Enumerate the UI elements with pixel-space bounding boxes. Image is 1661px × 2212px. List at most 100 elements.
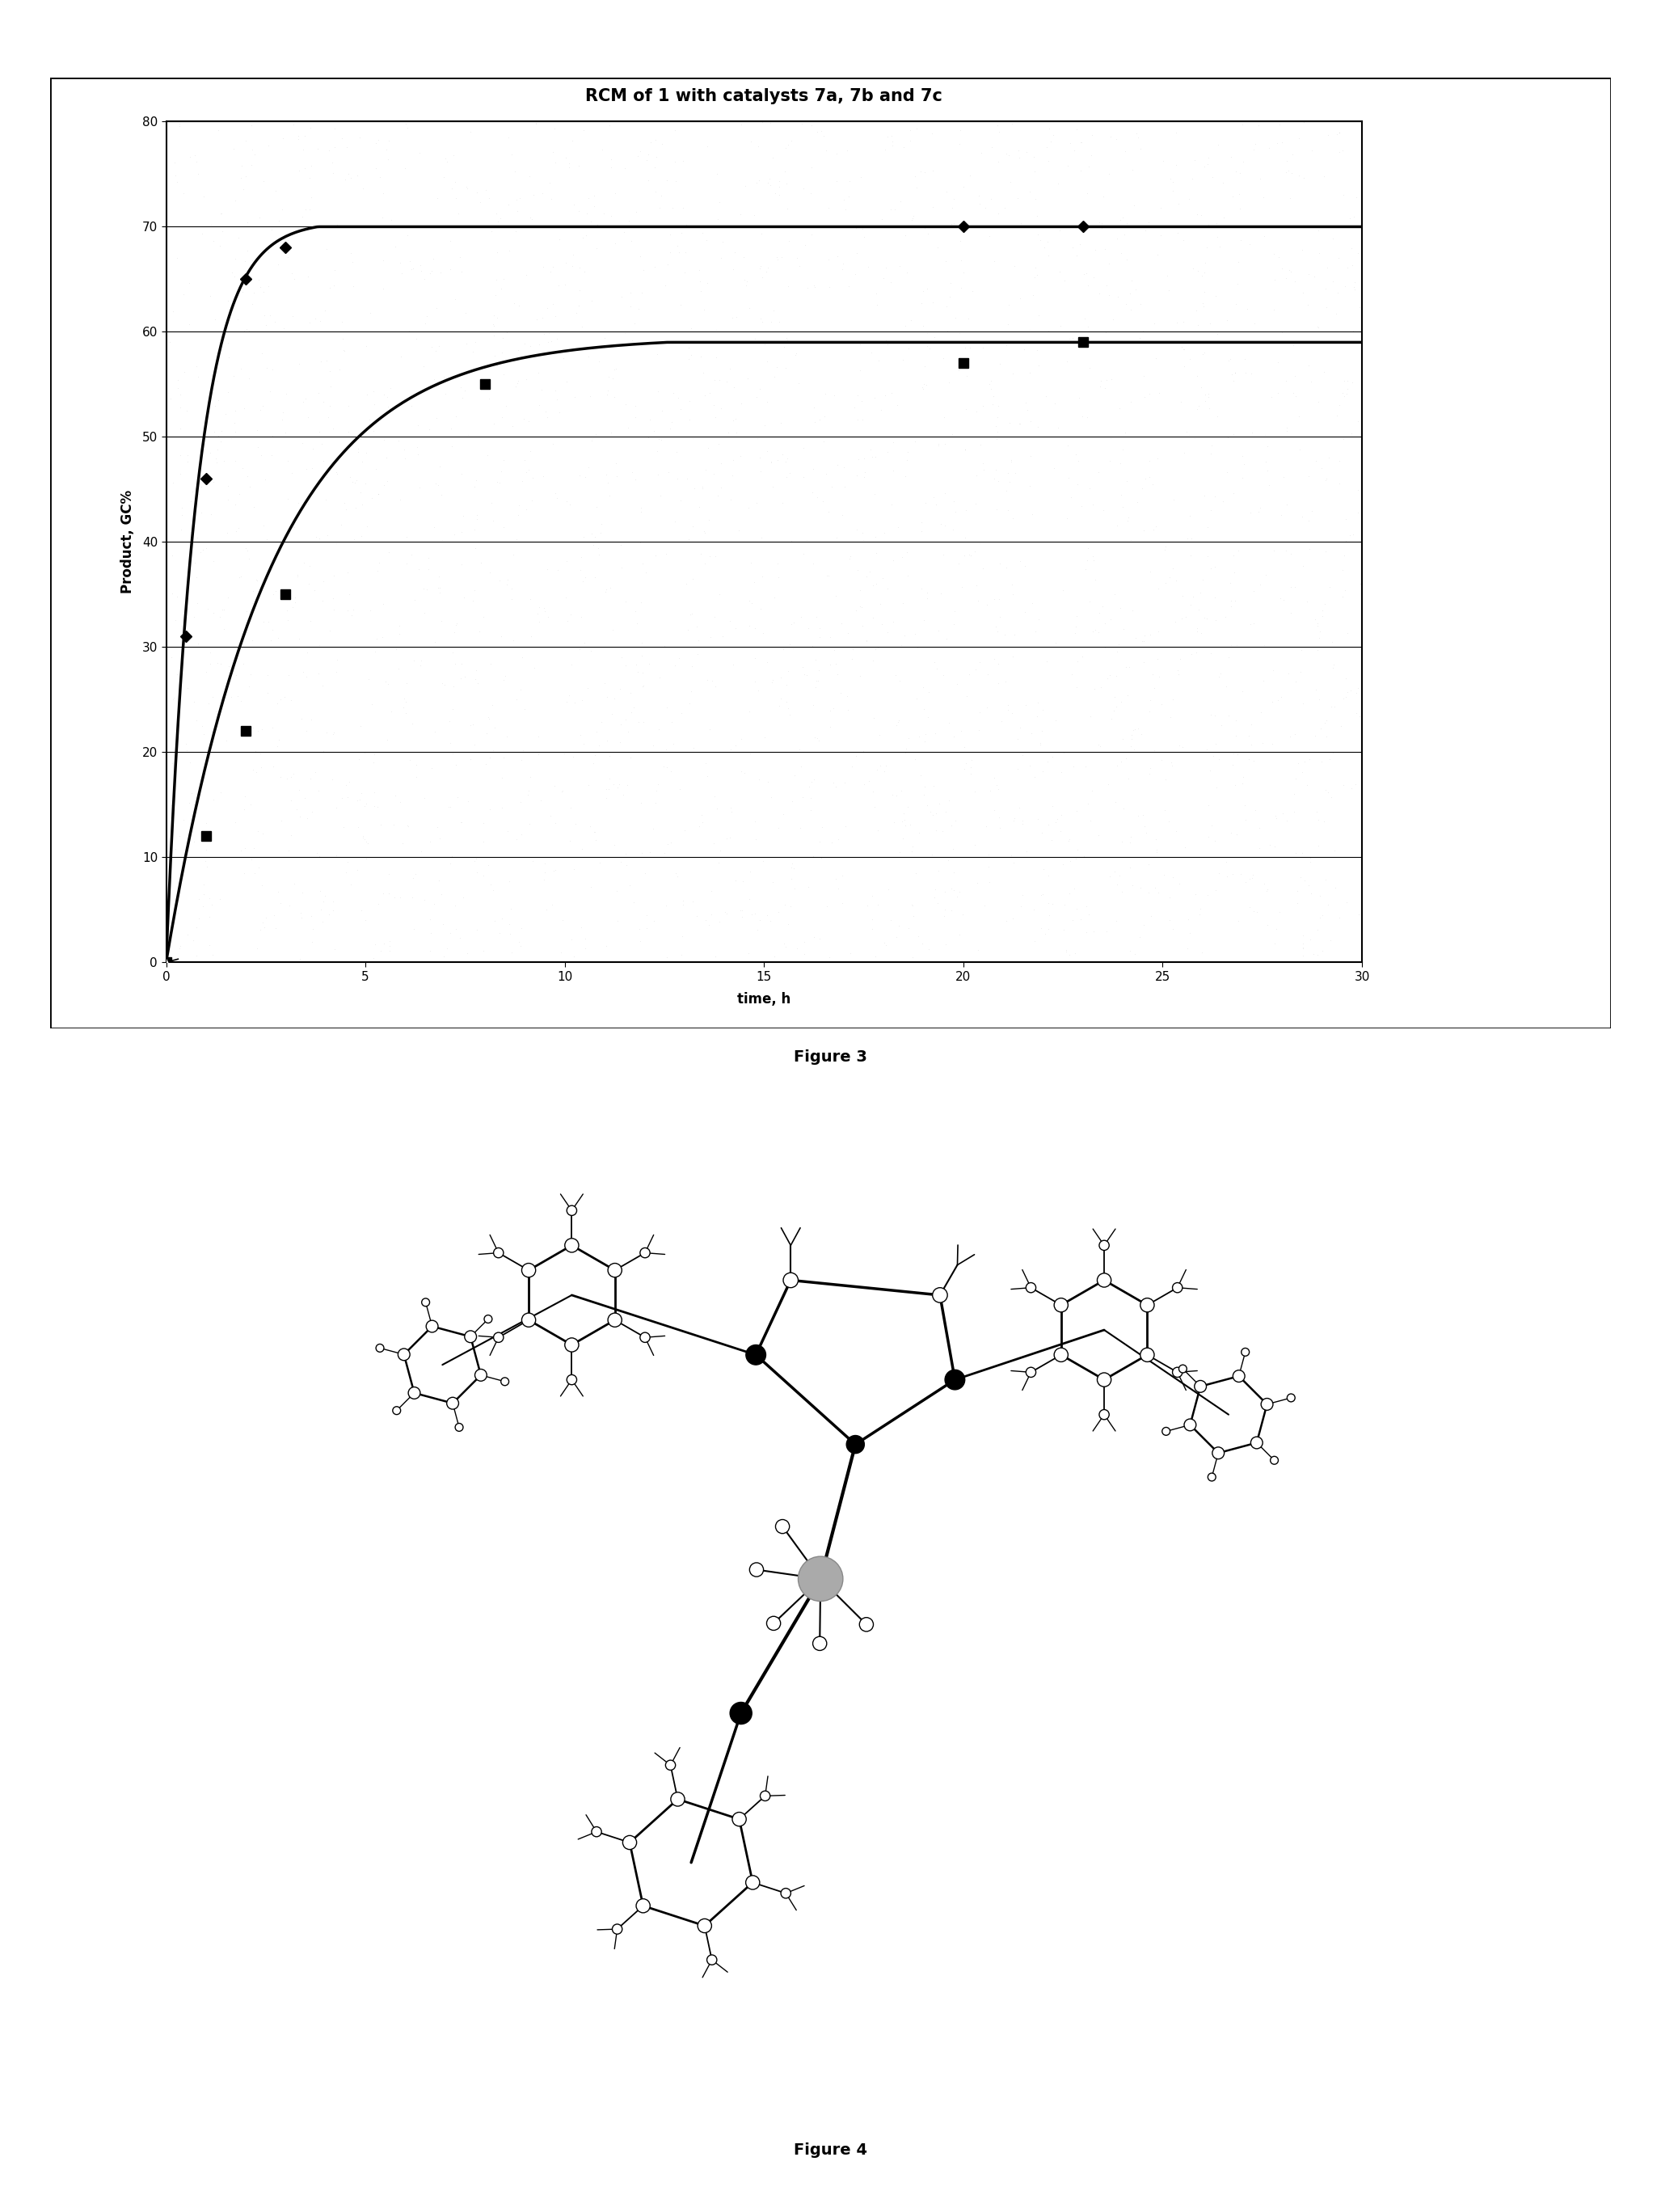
Point: [596, 739, 623, 774]
Point: [980, 761, 1007, 796]
Point: [600, 361, 626, 396]
Point: [957, 538, 983, 573]
Point: [1186, 891, 1213, 927]
Point: [963, 394, 990, 429]
Point: [442, 398, 468, 434]
Point: [184, 358, 211, 394]
Point: [448, 456, 475, 491]
Point: [1025, 801, 1051, 836]
Point: [955, 301, 982, 336]
Point: [1236, 889, 1262, 925]
Point: [1252, 874, 1279, 909]
Point: [1272, 261, 1299, 296]
Point: [231, 243, 257, 279]
Point: [517, 759, 543, 794]
Point: [1010, 807, 1036, 843]
Circle shape: [1173, 1283, 1183, 1292]
Point: [274, 761, 301, 796]
Point: [786, 365, 812, 400]
Point: [434, 931, 460, 967]
Point: [166, 818, 193, 854]
Point: [1013, 135, 1040, 170]
Point: [528, 372, 555, 407]
Point: [844, 403, 870, 438]
Point: [1163, 146, 1189, 181]
Point: [198, 208, 224, 243]
Point: [419, 330, 445, 365]
Point: [816, 241, 842, 276]
Point: [1302, 719, 1329, 754]
Point: [909, 927, 935, 962]
Point: [324, 641, 350, 677]
Point: [256, 604, 282, 639]
Point: [1174, 902, 1201, 938]
Point: [938, 511, 965, 546]
Point: [1337, 518, 1364, 553]
Point: [759, 865, 786, 900]
Point: [498, 936, 525, 971]
Circle shape: [613, 1924, 623, 1933]
Point: [289, 199, 316, 234]
Point: [885, 909, 912, 945]
Point: [1136, 757, 1163, 792]
Point: [1123, 272, 1149, 307]
Point: [407, 248, 434, 283]
Point: [1065, 442, 1091, 478]
Point: [447, 239, 473, 274]
Point: [1070, 257, 1096, 292]
Point: [930, 341, 957, 376]
Point: [257, 544, 284, 580]
Point: [359, 686, 385, 721]
Point: [1289, 836, 1316, 872]
Point: [1051, 887, 1078, 922]
Point: [525, 327, 551, 363]
Point: [809, 810, 835, 845]
Point: [462, 531, 488, 566]
Point: [628, 274, 654, 310]
Point: [452, 374, 478, 409]
Point: [247, 270, 274, 305]
Point: [1188, 575, 1214, 611]
Point: [737, 586, 764, 622]
Point: [546, 394, 573, 429]
Point: [1213, 668, 1239, 703]
Point: [1023, 257, 1050, 292]
Point: [691, 546, 718, 582]
Point: [615, 714, 641, 750]
Point: [962, 487, 988, 522]
Point: [1120, 593, 1146, 628]
Point: [475, 847, 502, 883]
Point: [1246, 832, 1272, 867]
Point: [392, 150, 419, 186]
Point: [1118, 292, 1144, 327]
Point: [945, 874, 972, 909]
Circle shape: [1251, 1438, 1262, 1449]
Point: [460, 728, 487, 763]
Point: [387, 338, 414, 374]
Point: [532, 863, 558, 898]
Point: [673, 566, 699, 602]
Point: [1065, 644, 1091, 679]
Point: [696, 712, 723, 748]
Point: [329, 122, 355, 157]
Point: [736, 936, 762, 971]
Point: [581, 188, 608, 223]
Point: [314, 460, 341, 495]
Point: [578, 204, 605, 239]
Point: [1241, 573, 1267, 608]
Point: [1193, 602, 1219, 637]
Point: [306, 628, 332, 664]
Point: [1105, 867, 1131, 902]
Point: [894, 790, 920, 825]
Point: [754, 385, 781, 420]
Point: [168, 376, 194, 411]
Point: [847, 352, 874, 387]
Point: [1058, 480, 1085, 515]
Point: [1080, 615, 1106, 650]
Point: [1028, 816, 1055, 852]
Point: [1116, 761, 1143, 796]
Point: [1108, 478, 1134, 513]
Point: [1226, 902, 1252, 938]
Point: [425, 560, 452, 595]
Point: [892, 807, 919, 843]
